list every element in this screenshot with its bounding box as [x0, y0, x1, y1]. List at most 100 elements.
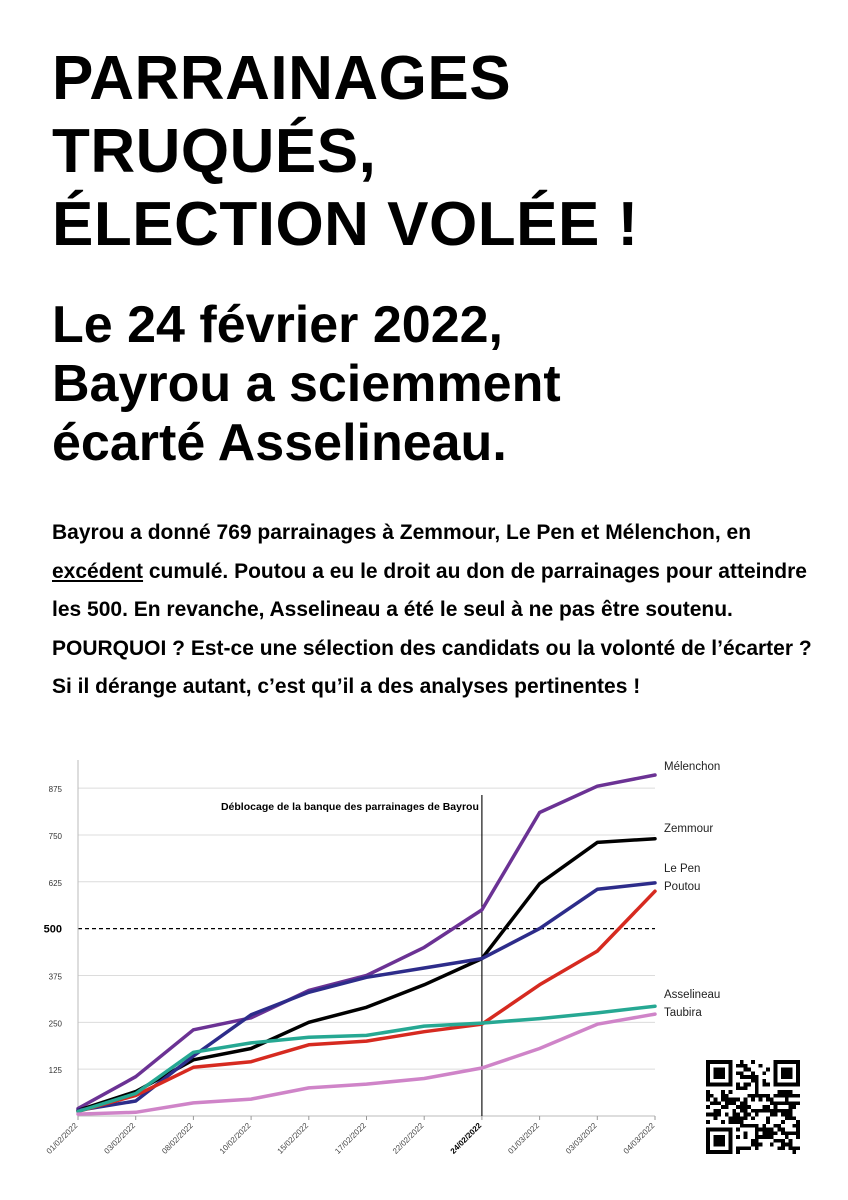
qr-module [788, 1142, 793, 1147]
qr-module [728, 1131, 733, 1136]
qr-module [743, 1112, 748, 1117]
qr-module [747, 1123, 752, 1128]
qr-module [754, 1082, 759, 1087]
qr-module [754, 1086, 759, 1091]
qr-module [743, 1097, 748, 1102]
x-tick-label-10: 04/03/2022 [622, 1121, 657, 1156]
qr-module [762, 1123, 767, 1128]
qr-module [796, 1093, 800, 1098]
qr-module [769, 1131, 774, 1136]
qr-module [743, 1108, 748, 1113]
qr-module [743, 1105, 748, 1109]
qr-module [796, 1123, 800, 1128]
qr-module [724, 1060, 729, 1064]
qr-module [762, 1082, 767, 1087]
qr-module [773, 1105, 778, 1109]
qr-module [777, 1093, 782, 1098]
qr-module [751, 1142, 755, 1147]
x-tick-label-2: 08/02/2022 [160, 1121, 195, 1156]
qr-module [777, 1123, 782, 1128]
qr-module [792, 1116, 797, 1121]
qr-module [728, 1090, 733, 1094]
qr-module [777, 1138, 782, 1143]
qr-module [788, 1105, 793, 1109]
qr-module [713, 1108, 718, 1113]
qr-module [754, 1108, 759, 1113]
qr-module [721, 1067, 725, 1072]
parrainages-line-chart: 125 250 375 500 625 750 875 01/02/2022 03/02/202… [44, 760, 720, 1156]
qr-module [751, 1075, 755, 1079]
qr-module [713, 1135, 718, 1139]
qr-module [736, 1063, 740, 1068]
qr-module [713, 1116, 718, 1121]
qr-module [784, 1090, 789, 1094]
series-line-melenchon [76, 773, 657, 1111]
qr-module [732, 1097, 737, 1102]
qr-module [784, 1116, 789, 1121]
qr-module [739, 1060, 744, 1064]
qr-module [784, 1101, 789, 1106]
qr-module [724, 1150, 729, 1154]
qr-module [721, 1097, 725, 1102]
qr-module [758, 1127, 763, 1132]
qr-module [758, 1097, 763, 1102]
qr-module [773, 1112, 778, 1117]
qr-module [747, 1146, 752, 1151]
qr-module [784, 1075, 789, 1079]
qr-module [732, 1108, 737, 1113]
x-tick-label-6: 22/02/2022 [391, 1121, 426, 1156]
qr-module [762, 1105, 767, 1109]
qr-module [724, 1093, 729, 1098]
qr-module [713, 1060, 718, 1064]
qr-module [796, 1146, 800, 1151]
qr-module [762, 1135, 767, 1139]
qr-module [747, 1093, 752, 1098]
body-paragraph: Bayrou a donné 769 parrainages à Zemmour… [52, 514, 812, 707]
qr-module [766, 1135, 770, 1139]
qr-module [721, 1090, 725, 1094]
qr-module [781, 1142, 785, 1147]
qr-module [784, 1112, 789, 1117]
qr-module [751, 1093, 755, 1098]
body-text-start: Bayrou a donné 769 parrainages à Zemmour… [52, 521, 752, 544]
qr-module [773, 1078, 778, 1083]
qr-module [747, 1112, 752, 1117]
qr-module [713, 1071, 718, 1076]
qr-module [769, 1142, 774, 1147]
qr-module [788, 1071, 793, 1076]
qr-module [788, 1082, 793, 1087]
qr-module [743, 1075, 748, 1079]
qr-module [754, 1078, 759, 1083]
qr-module [758, 1142, 763, 1147]
qr-module [709, 1112, 714, 1117]
qr-module [721, 1138, 725, 1143]
qr-module [773, 1082, 778, 1087]
qr-module [713, 1127, 718, 1132]
qr-module [721, 1060, 725, 1064]
qr-module [706, 1082, 710, 1087]
qr-module [713, 1097, 718, 1102]
qr-module [762, 1131, 767, 1136]
qr-module [721, 1105, 725, 1109]
qr-module [736, 1116, 740, 1121]
qr-module [736, 1112, 740, 1117]
qr-module [709, 1060, 714, 1064]
qr-module [796, 1078, 800, 1083]
qr-module [784, 1082, 789, 1087]
qr-module [754, 1127, 759, 1132]
qr-module [717, 1142, 722, 1147]
qr-module [706, 1120, 710, 1124]
qr-module [739, 1120, 744, 1124]
qr-module [739, 1086, 744, 1091]
qr-module [792, 1105, 797, 1109]
y-tick-label-875: 875 [49, 785, 63, 794]
qr-module [751, 1123, 755, 1128]
qr-module [739, 1146, 744, 1151]
qr-module [736, 1071, 740, 1076]
qr-module [777, 1127, 782, 1132]
qr-module [728, 1063, 733, 1068]
series-label-asselineau: Asselineau [664, 989, 720, 1001]
qr-module [766, 1120, 770, 1124]
qr-module [709, 1093, 714, 1098]
qr-module [706, 1075, 710, 1079]
